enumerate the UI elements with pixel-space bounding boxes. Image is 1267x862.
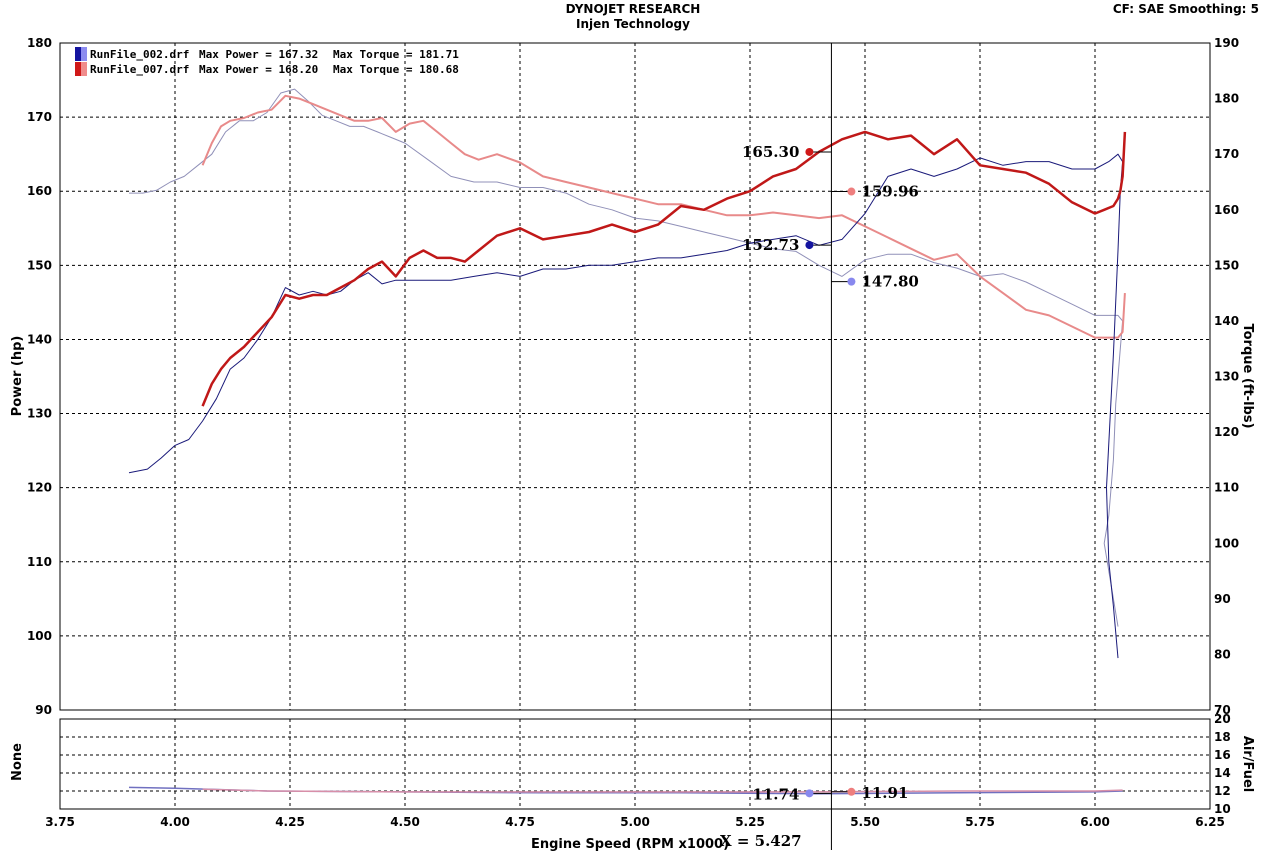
- y-left-tick-label: 160: [27, 184, 52, 198]
- y-right-tick-label: 130: [1214, 370, 1239, 384]
- legend-swatch-light: [81, 62, 87, 76]
- cursor-value-label: 152.73: [742, 236, 799, 254]
- y-right-tick-label: 70: [1214, 703, 1231, 717]
- y-left-tick-label: 180: [27, 36, 52, 50]
- x-tick-label: 5.00: [620, 815, 650, 829]
- y-right-tick-label: 170: [1214, 147, 1239, 161]
- chart-subtitle: Injen Technology: [576, 17, 690, 31]
- legend-swatch-light: [81, 47, 87, 61]
- y-left-tick-label: 170: [27, 110, 52, 124]
- afr-tick-label: 20: [1214, 712, 1231, 726]
- x-tick-label: 6.25: [1195, 815, 1225, 829]
- main-plot-area: [59, 42, 1211, 711]
- cursor-marker: [805, 241, 814, 250]
- cursor-group: 165.30 152.73 159.96 147.80 11.74 11.91: [742, 43, 919, 850]
- x-tick-label: 4.50: [390, 815, 420, 829]
- cursor-value-label: 147.80: [861, 273, 918, 291]
- series-line: [129, 88, 1124, 627]
- afr-series: [128, 786, 1123, 795]
- legend-max-power: Max Power = 167.32: [199, 48, 318, 61]
- cursor-value-label: 165.30: [742, 143, 799, 161]
- y-right-tick-label: 100: [1214, 536, 1239, 550]
- afr-cursor-marker: [805, 789, 814, 798]
- afr-cursor-value-label: 11.91: [861, 784, 908, 802]
- y-right-tick-label: 180: [1214, 92, 1239, 106]
- afr-cursor-marker: [847, 787, 856, 796]
- legend-max-torque: Max Torque = 180.68: [333, 63, 459, 76]
- x-tick-label: 5.25: [735, 815, 765, 829]
- afr-tick-label: 12: [1214, 784, 1231, 798]
- y-left-tick-label: 110: [27, 555, 52, 569]
- settings-readout: CF: SAE Smoothing: 5: [1113, 2, 1259, 16]
- y-right-tick-label: 110: [1214, 481, 1239, 495]
- y-right-tick-label: 150: [1214, 258, 1239, 272]
- y-right-tick-label: 80: [1214, 647, 1231, 661]
- chart-title: DYNOJET RESEARCH: [566, 2, 701, 16]
- main-series: [128, 88, 1127, 659]
- legend-file-name: RunFile_007.drf: [90, 63, 189, 76]
- legend-max-power: Max Power = 168.20: [199, 63, 318, 76]
- afr-right-axis-label: Air/Fuel: [1240, 736, 1255, 792]
- y-left-axis-label: Power (hp): [10, 336, 25, 417]
- cursor-marker: [847, 187, 856, 196]
- afr-series-line: [202, 788, 1123, 793]
- x-axis-label: Engine Speed (RPM x1000): [531, 837, 729, 852]
- x-tick-label: 6.00: [1080, 815, 1110, 829]
- y-right-tick-label: 90: [1214, 592, 1231, 606]
- afr-left-axis-label: None: [10, 743, 25, 781]
- x-tick-label: 4.75: [505, 815, 535, 829]
- y-left-tick-label: 90: [35, 703, 52, 717]
- cursor-x-readout: X = 5.427: [720, 832, 802, 850]
- series-line: [201, 94, 1126, 339]
- x-tick-label: 4.25: [275, 815, 305, 829]
- axis-ticks: 3.75 4.00 4.25 4.50 4.75 5.00 5.25 5.50 5.75 6.00…: [27, 36, 1239, 829]
- afr-tick-label: 10: [1214, 802, 1231, 816]
- series-line: [201, 130, 1127, 407]
- y-right-tick-label: 120: [1214, 425, 1239, 439]
- x-tick-label: 5.50: [850, 815, 880, 829]
- y-left-tick-label: 140: [27, 332, 52, 346]
- y-left-tick-label: 150: [27, 258, 52, 272]
- legend-swatch-dark: [75, 47, 81, 61]
- legend-swatch-dark: [75, 62, 81, 76]
- afr-cursor-value-label: 11.74: [752, 785, 799, 803]
- afr-tick-label: 16: [1214, 748, 1231, 762]
- legend: RunFile_002.drf Max Power = 167.32 Max Tor…: [75, 47, 459, 76]
- cursor-value-label: 159.96: [861, 183, 918, 201]
- x-tick-label: 4.00: [160, 815, 190, 829]
- afr-tick-label: 14: [1214, 766, 1231, 780]
- legend-file-name: RunFile_002.drf: [90, 48, 189, 61]
- y-left-tick-label: 120: [27, 481, 52, 495]
- afr-tick-label: 18: [1214, 730, 1231, 744]
- y-left-tick-label: 130: [27, 407, 52, 421]
- y-right-axis-label: Torque (ft-lbs): [1240, 323, 1255, 428]
- y-right-tick-label: 160: [1214, 203, 1239, 217]
- y-right-tick-label: 190: [1214, 36, 1239, 50]
- y-right-tick-label: 140: [1214, 314, 1239, 328]
- x-tick-label: 3.75: [45, 815, 75, 829]
- x-tick-label: 5.75: [965, 815, 995, 829]
- cursor-marker: [847, 277, 856, 286]
- afr-grid: [60, 719, 1210, 809]
- y-left-tick-label: 100: [27, 629, 52, 643]
- cursor-marker: [805, 147, 814, 156]
- legend-max-torque: Max Torque = 181.71: [333, 48, 459, 61]
